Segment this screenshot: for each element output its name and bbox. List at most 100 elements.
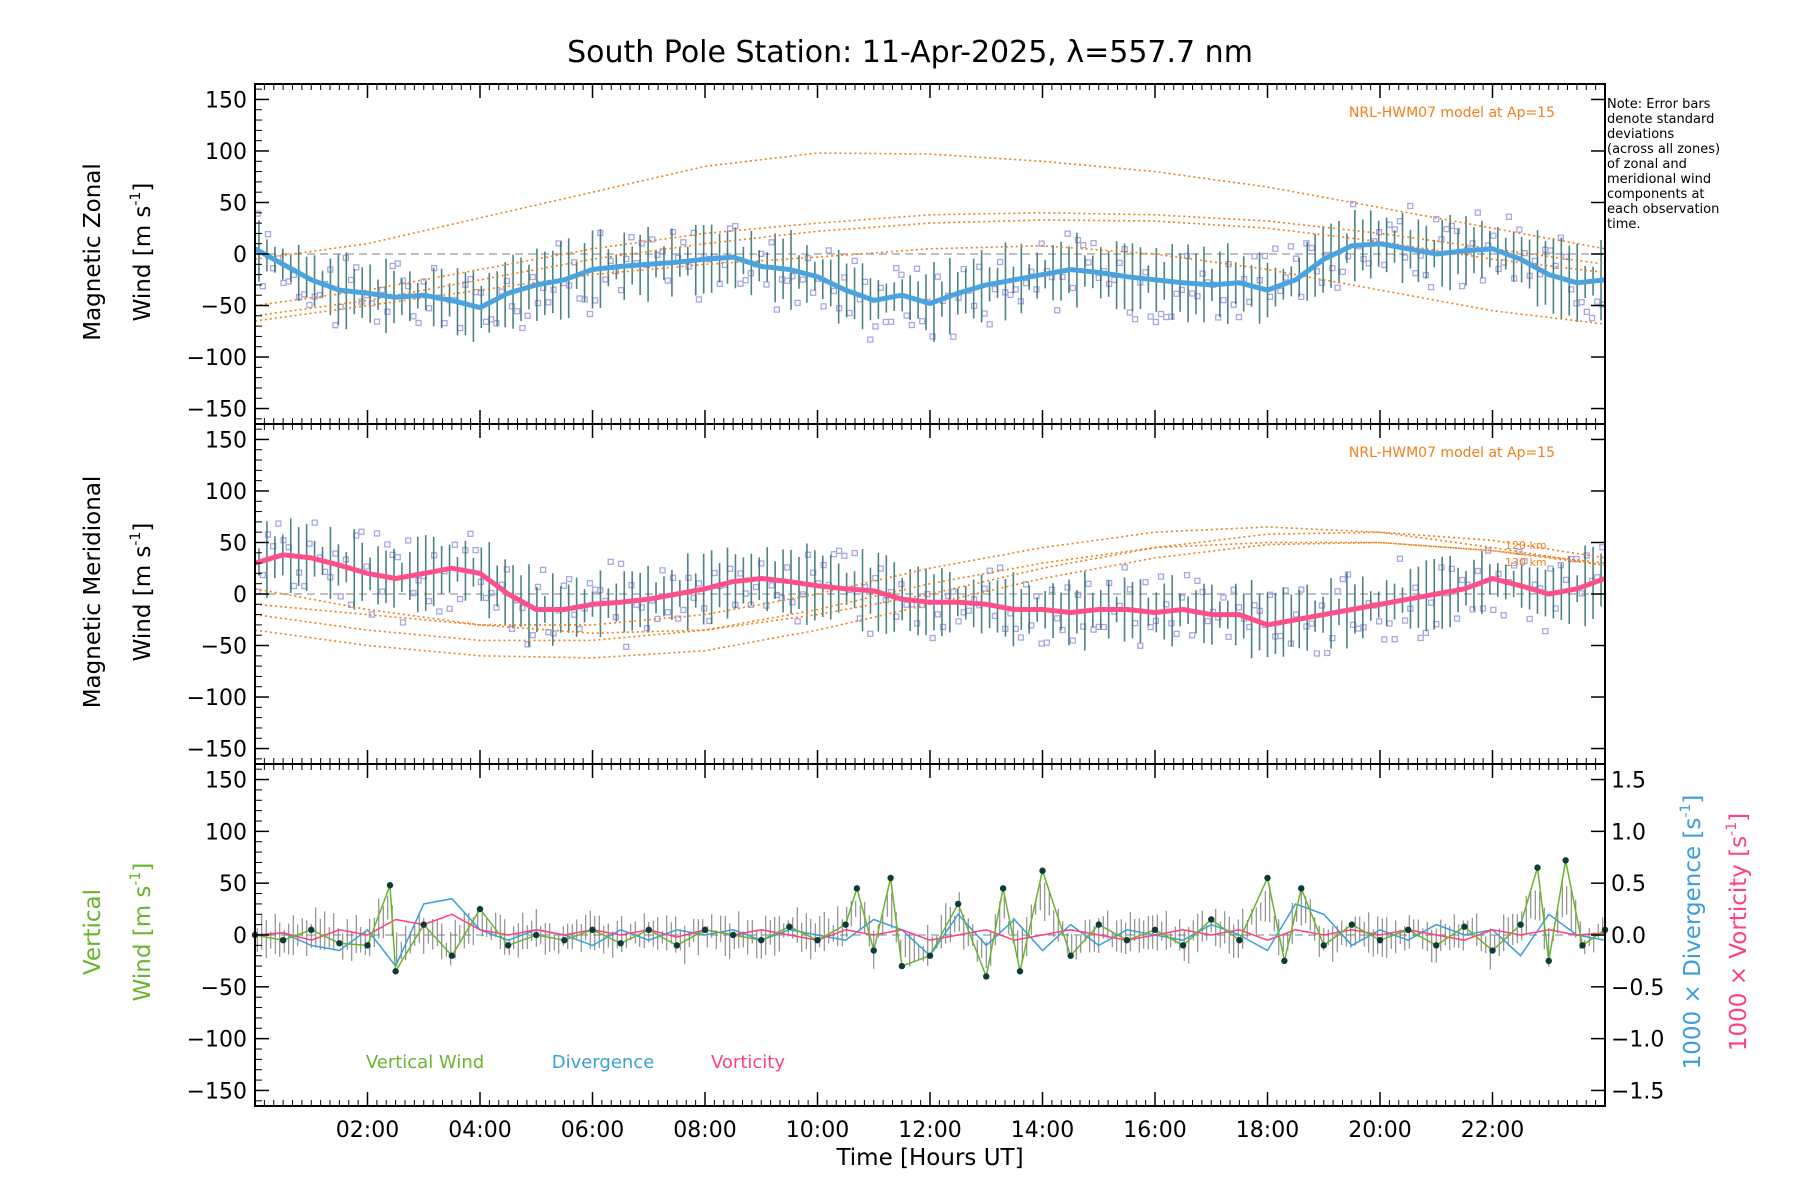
zone-wind-point — [1017, 634, 1025, 641]
zone-wind-point — [1433, 215, 1440, 223]
zone-wind-point — [1318, 279, 1326, 286]
zone-wind-point — [1189, 290, 1196, 297]
zone-wind-point — [1396, 555, 1404, 562]
zone-wind-point — [789, 273, 796, 280]
zone-wind-point — [1189, 632, 1196, 639]
zone-wind-point — [1412, 584, 1419, 591]
zone-wind-point — [1479, 277, 1487, 284]
zone-wind-point — [1578, 299, 1585, 306]
y-tick-label: 50 — [219, 531, 247, 556]
zone-wind-point — [778, 594, 786, 602]
zone-wind-point — [1199, 588, 1206, 596]
zone-wind-point — [768, 239, 775, 246]
vertical-wind-point — [279, 936, 287, 944]
zone-wind-point — [1266, 591, 1274, 598]
zone-wind-point — [664, 609, 671, 616]
vertical-ylabel-line2: Wind [m s-1] — [128, 863, 156, 1002]
zone-wind-point — [1375, 618, 1383, 625]
vertical-wind-point — [729, 931, 737, 939]
zone-wind-point — [1583, 552, 1590, 559]
zone-wind-point — [1126, 586, 1134, 593]
note-line: components at — [1607, 187, 1705, 202]
zone-wind-point — [1350, 621, 1357, 628]
zone-wind-point — [1531, 581, 1539, 588]
zone-wind-point — [1448, 222, 1455, 230]
zone-wind-point — [1510, 562, 1518, 569]
y2-tick-label: −1.5 — [1611, 1079, 1664, 1104]
zone-wind-point — [1459, 282, 1466, 290]
vertical-ylabel-line1: Vertical — [80, 889, 106, 975]
zone-wind-point — [446, 605, 453, 612]
zone-wind-point — [810, 289, 817, 296]
x-tick-label: 04:00 — [448, 1118, 511, 1143]
zone-wind-point — [524, 312, 531, 319]
note-block: Note: Error bars denote standard deviati… — [1607, 97, 1720, 232]
zone-wind-point — [1516, 548, 1523, 555]
chart-title: South Pole Station: 11-Apr-2025, λ=557.7… — [567, 35, 1253, 70]
zone-wind-point — [1386, 221, 1393, 228]
zone-wind-point — [1266, 293, 1274, 300]
zone-wind-point — [950, 333, 957, 340]
zone-wind-point — [835, 547, 843, 554]
zone-wind-point — [1194, 293, 1201, 300]
vertical-wind-point — [1298, 885, 1305, 892]
zone-wind-point — [394, 260, 401, 267]
zone-wind-point — [1350, 200, 1357, 208]
x-tick-label: 14:00 — [1011, 1118, 1074, 1143]
note-line: meridional wind — [1607, 172, 1711, 187]
y-tick-label: 100 — [205, 140, 247, 165]
vertical-wind-point — [926, 952, 934, 959]
zone-wind-point — [799, 276, 806, 283]
vertical-wind-point — [308, 926, 315, 934]
vertical-wind-line — [254, 860, 1606, 980]
y2-tick-label: 0.0 — [1611, 924, 1646, 949]
zone-wind-point — [867, 336, 874, 343]
vertical-wind-point — [392, 968, 399, 975]
zone-wind-point — [1220, 296, 1227, 304]
zone-wind-point — [534, 583, 542, 591]
zone-wind-point — [882, 318, 890, 326]
legend-divergence: Divergence — [552, 1052, 655, 1073]
vertical-wind-point — [898, 962, 906, 970]
zone-wind-point — [929, 634, 936, 642]
vertical-wind-point — [336, 940, 343, 947]
zone-wind-point — [1516, 226, 1523, 233]
model-curve — [254, 541, 1606, 642]
zone-wind-point — [1453, 227, 1461, 235]
vertical-wind-point — [533, 931, 540, 939]
zone-wind-point — [752, 583, 760, 591]
model-curve — [254, 152, 1606, 260]
zone-wind-point — [1235, 604, 1243, 611]
zone-wind-point — [628, 234, 635, 241]
zone-wind-point — [321, 568, 329, 575]
zone-wind-point — [711, 569, 718, 577]
zone-wind-point — [695, 296, 703, 303]
zone-wind-point — [1225, 633, 1232, 641]
zone-wind-point — [1054, 615, 1061, 622]
zone-wind-point — [1277, 287, 1284, 295]
zone-wind-point — [737, 570, 744, 577]
zone-wind-point — [991, 612, 999, 620]
zone-wind-point — [1588, 314, 1596, 322]
zone-wind-point — [638, 604, 645, 611]
zone-wind-point — [1308, 244, 1315, 252]
zone-wind-point — [784, 277, 791, 284]
zone-wind-point — [405, 283, 412, 290]
zone-wind-point — [919, 318, 926, 325]
y-tick-label: −50 — [201, 976, 247, 1001]
zone-wind-point — [981, 585, 988, 592]
zone-wind-point — [846, 309, 853, 317]
vertical-wind-point — [1281, 957, 1288, 965]
vertical-wind-point — [448, 952, 456, 959]
zone-wind-point — [1427, 599, 1435, 606]
zone-wind-point — [1022, 279, 1030, 287]
zone-wind-point — [1183, 572, 1191, 579]
zone-wind-point — [851, 549, 858, 557]
zone-wind-point — [1318, 602, 1326, 609]
zone-wind-point — [804, 551, 812, 558]
zone-wind-point — [872, 574, 879, 582]
vertical-wind-point — [589, 926, 596, 934]
zone-wind-point — [1251, 253, 1258, 260]
zone-wind-point — [311, 519, 318, 526]
zone-wind-point — [415, 319, 422, 327]
